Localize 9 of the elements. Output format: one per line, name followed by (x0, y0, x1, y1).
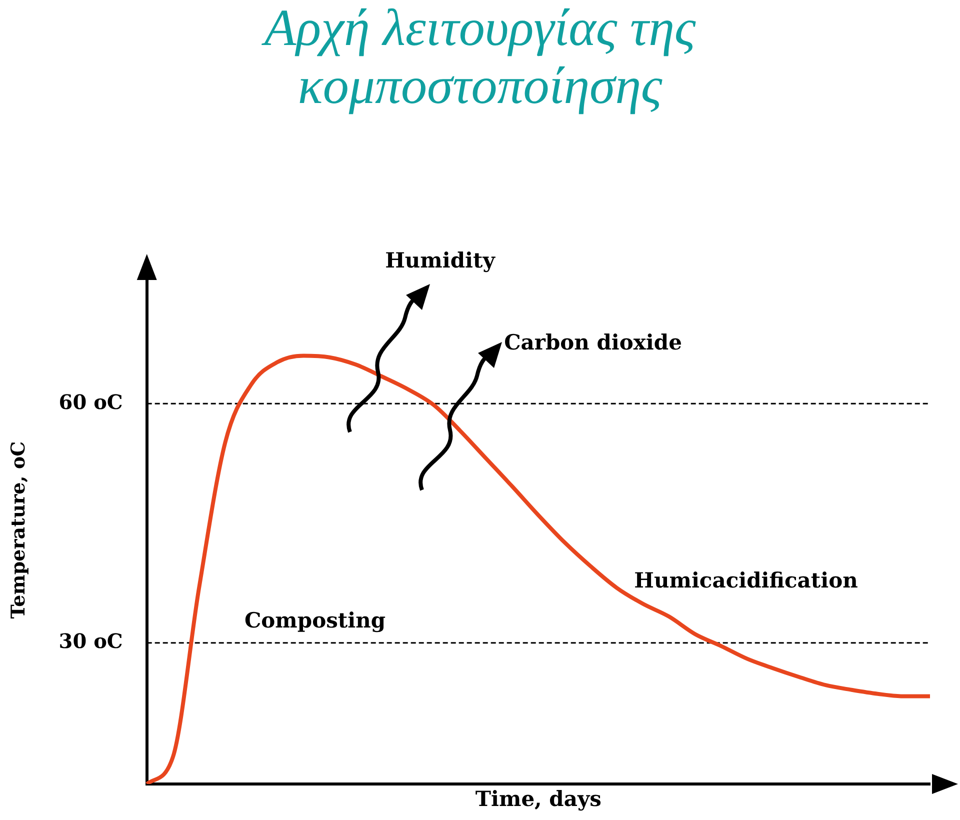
chart-title: Αρχή λειτουργίας της κομποστοποίησης (260, 0, 697, 116)
x-axis-title: Time, days (475, 786, 602, 812)
annotation: Carbon dioxide (504, 330, 682, 354)
annotation: Humicacidification (634, 568, 858, 592)
y-tick-label: 30 oC (58, 629, 123, 654)
y-axis-title: Temperature, oC (7, 441, 30, 619)
text: Humidity (385, 248, 495, 272)
annotation: Composting (244, 608, 386, 632)
y-tick-label: 60 oC (58, 390, 123, 414)
